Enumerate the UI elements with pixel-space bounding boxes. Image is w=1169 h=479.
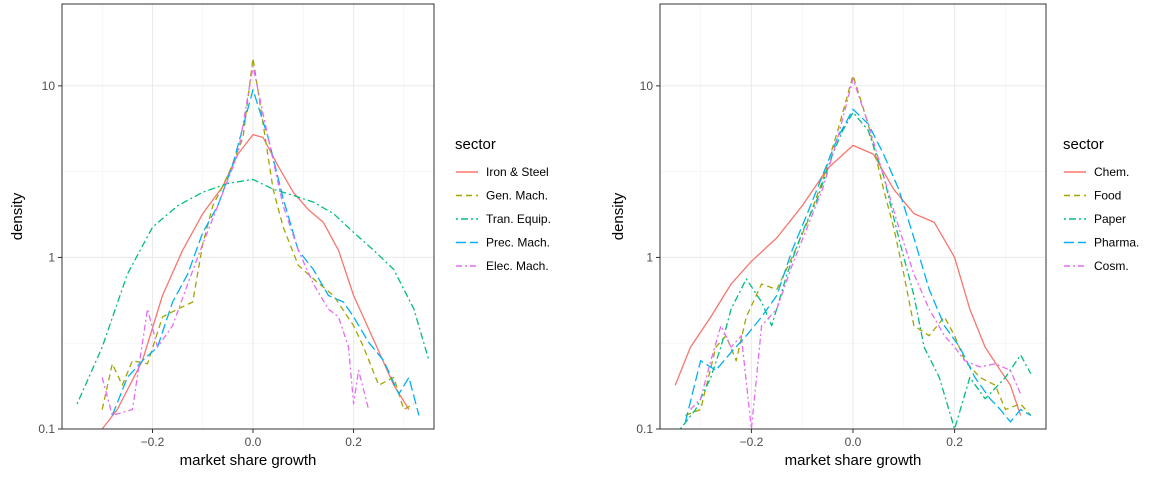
legend-label-4: Cosm. <box>1094 259 1129 273</box>
legend-label-0: Chem. <box>1094 165 1129 179</box>
x-axis-title: market share growth <box>785 452 922 469</box>
series-line-1 <box>685 74 1032 417</box>
x-tick-label: 0.2 <box>345 435 362 449</box>
y-tick-label: 1 <box>646 250 653 264</box>
series-line-0 <box>101 133 410 429</box>
chart-left: −0.2 0.0 0.2 0.1 1 10 market share growth densi… <box>9 3 551 469</box>
legend-label-3: Pharma. <box>1094 236 1139 250</box>
plot-panel <box>62 4 434 429</box>
legend-label-1: Gen. Mach. <box>486 189 548 203</box>
chart-right: −0.2 0.0 0.2 0.1 1 10 market share growth densi… <box>610 3 1139 469</box>
series-line-4 <box>690 78 1022 429</box>
panel-border <box>61 3 435 430</box>
y-tick-label: 10 <box>42 79 56 93</box>
series-line-3 <box>111 89 420 416</box>
y-tick-label: 1 <box>48 250 55 264</box>
legend-label-2: Tran. Equip. <box>486 212 551 226</box>
x-tick-label: −0.2 <box>141 435 165 449</box>
series-group <box>76 57 430 429</box>
x-axis-title: market share growth <box>180 452 317 469</box>
series-line-1 <box>101 57 415 411</box>
y-tick-label: 0.1 <box>38 422 55 436</box>
series-line-4 <box>101 65 370 417</box>
legend-title: sector <box>455 136 496 153</box>
y-axis-title: density <box>610 192 627 240</box>
legend-title: sector <box>1063 136 1104 153</box>
x-tick-label: 0.0 <box>845 435 862 449</box>
y-tick-label: 0.1 <box>636 422 653 436</box>
legend-label-3: Prec. Mach. <box>486 236 550 250</box>
legend-label-4: Elec. Mach. <box>486 259 549 273</box>
legend-label-2: Paper <box>1094 212 1126 226</box>
legend-label-0: Iron & Steel <box>486 165 549 179</box>
legend-label-1: Food <box>1094 189 1121 203</box>
x-tick-label: −0.2 <box>740 435 764 449</box>
series-line-2 <box>76 178 430 405</box>
y-tick-label: 10 <box>640 79 654 93</box>
series-group <box>674 74 1032 429</box>
x-tick-label: 0.0 <box>245 435 262 449</box>
x-tick-label: 0.2 <box>946 435 963 449</box>
y-axis-title: density <box>9 192 26 240</box>
series-line-0 <box>674 144 1022 416</box>
